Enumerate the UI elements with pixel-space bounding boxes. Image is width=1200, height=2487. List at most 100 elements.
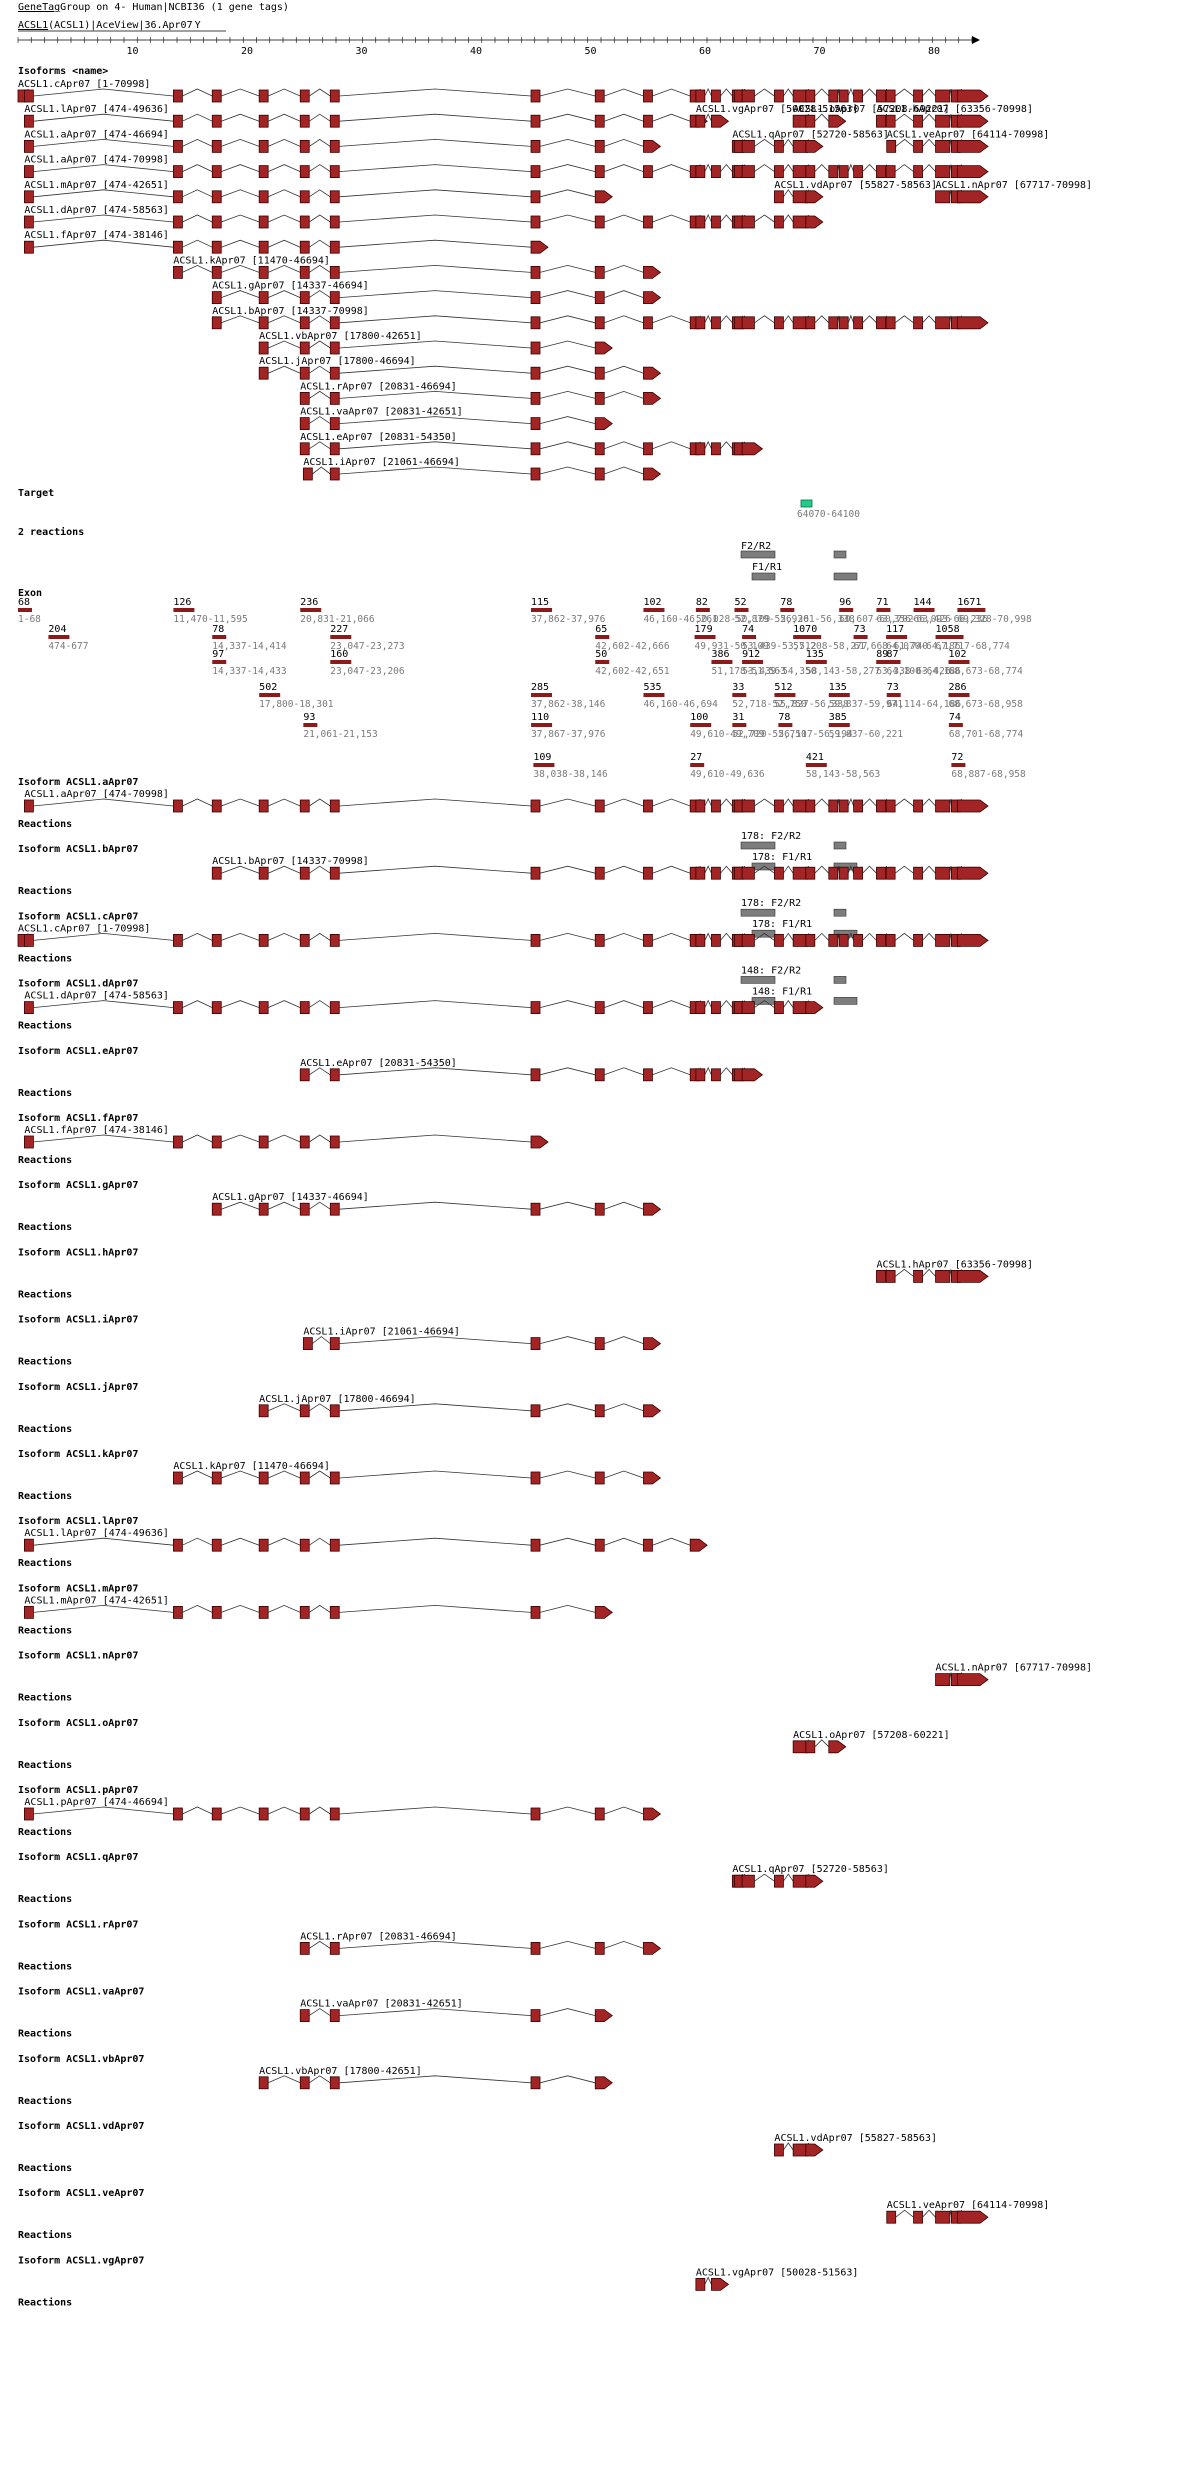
exon-block — [594, 1538, 605, 1552]
exon-block — [913, 89, 923, 103]
exon-block — [885, 165, 896, 179]
intron-line — [704, 999, 712, 1008]
intron-line — [604, 441, 644, 450]
gene-link[interactable]: ACSL1 — [18, 20, 48, 31]
exon-block — [211, 1001, 222, 1014]
intron-line — [539, 189, 596, 198]
intron-line — [221, 1000, 260, 1008]
reactions-heading: Reactions — [18, 952, 72, 964]
exon-block — [774, 190, 784, 204]
isoform-section-title: Isoform ACSL1.jApr07 — [18, 1381, 138, 1393]
exon-block — [828, 934, 839, 947]
exon-block-terminal — [711, 2277, 730, 2291]
exon-block-terminal — [741, 442, 764, 456]
exon-size: 285 — [531, 682, 549, 693]
exon-block — [173, 89, 183, 103]
intron-line — [783, 798, 794, 807]
exon-bar — [173, 608, 195, 612]
exon-block — [594, 442, 605, 456]
exon-block-terminal — [643, 391, 662, 405]
intron-line — [339, 264, 532, 273]
intron-line — [339, 1336, 532, 1344]
exon-bar — [643, 693, 665, 697]
exon-block — [643, 1538, 653, 1552]
intron-line — [783, 138, 794, 147]
exon-block-terminal — [594, 2076, 613, 2090]
reaction-label: 178: F1/R1 — [752, 852, 812, 863]
intron-line — [847, 163, 854, 172]
intron-line — [339, 214, 532, 223]
exon-block — [885, 1270, 896, 1283]
isoform-section-label: ACSL1.cApr07 [1-70998] — [18, 923, 150, 934]
track-label: ACSL1.mApr07 [474-42651] — [24, 180, 169, 191]
intron-line — [704, 1066, 712, 1075]
intron-line — [862, 88, 877, 97]
exon-block — [299, 215, 310, 229]
intron-line — [182, 189, 213, 198]
intron-line — [309, 932, 331, 941]
ruler-tick-label: 40 — [470, 46, 482, 57]
exon-block — [594, 1471, 605, 1485]
isoform-section-title: Isoform ACSL1.veApr07 — [18, 2188, 144, 2199]
exon-size: 89 — [876, 649, 888, 660]
genetag-link[interactable]: GeneTag — [18, 2, 60, 13]
intron-line — [268, 1604, 301, 1613]
intron-line — [652, 1537, 691, 1546]
isoform-section-model — [299, 2008, 613, 2022]
exon-range: 1-68 — [18, 614, 41, 625]
intron-line — [814, 798, 830, 807]
intron-line — [339, 441, 532, 450]
exon-size: 385 — [829, 712, 847, 723]
isoform-track-model — [258, 365, 662, 380]
exon-block — [913, 2210, 923, 2224]
isoform-section-model — [695, 2276, 730, 2291]
exon-block — [329, 341, 340, 355]
intron-line — [339, 1806, 532, 1815]
exon-size: 386 — [711, 649, 729, 660]
isoform-section-title: Isoform ACSL1.bApr07 — [18, 844, 138, 855]
intron-line — [783, 88, 794, 97]
exon-block — [299, 1135, 310, 1149]
exon-bar — [742, 635, 757, 639]
exon-block — [885, 866, 896, 880]
isoform-track-model — [173, 264, 662, 279]
isoform-section-model — [299, 1066, 764, 1082]
exon-bar — [695, 608, 710, 612]
isoform-section-label: ACSL1.rApr07 [20831-46694] — [300, 1931, 457, 1942]
reactions-heading: Reactions — [18, 1087, 72, 1099]
exon-block — [643, 316, 653, 330]
exon-block — [594, 215, 605, 229]
exon-range: 66,093-66,236 — [914, 614, 989, 625]
exon-block-terminal — [805, 215, 824, 229]
exon-block — [853, 89, 863, 103]
exon-block — [594, 366, 605, 380]
isoform-section-model — [876, 1268, 989, 1283]
exon-block-terminal — [594, 341, 613, 355]
intron-line — [754, 932, 775, 941]
exon-block — [258, 265, 269, 279]
exon-range: 58,143-58,277 — [806, 666, 880, 677]
exon-block — [643, 934, 653, 947]
ruler-tick-label: 50 — [585, 46, 597, 57]
isoform-track-model — [24, 163, 989, 179]
intron-line — [847, 865, 854, 874]
exon-block — [711, 316, 721, 330]
exon-block-terminal — [643, 291, 662, 305]
isoform-section-title: Isoform ACSL1.vgApr07 — [18, 2255, 144, 2266]
intron-line — [309, 264, 331, 273]
isoform-section-title: Isoform ACSL1.cApr07 — [18, 911, 138, 922]
exon-block — [828, 866, 839, 880]
exon-range: 67,717-68,774 — [936, 641, 1011, 652]
intron-line — [652, 865, 691, 874]
exon-block — [258, 240, 269, 254]
intron-line — [894, 1268, 914, 1277]
isoform-track-model — [24, 214, 824, 229]
isoform-section-model — [173, 1470, 662, 1485]
exon-size: 179 — [695, 624, 713, 635]
intron-line — [309, 1134, 331, 1143]
intron-line — [221, 798, 260, 807]
exon-block — [805, 114, 816, 128]
exon-range: 17,800-18,301 — [259, 699, 334, 710]
exon-block — [329, 2009, 340, 2022]
exon-block — [594, 1068, 605, 1082]
